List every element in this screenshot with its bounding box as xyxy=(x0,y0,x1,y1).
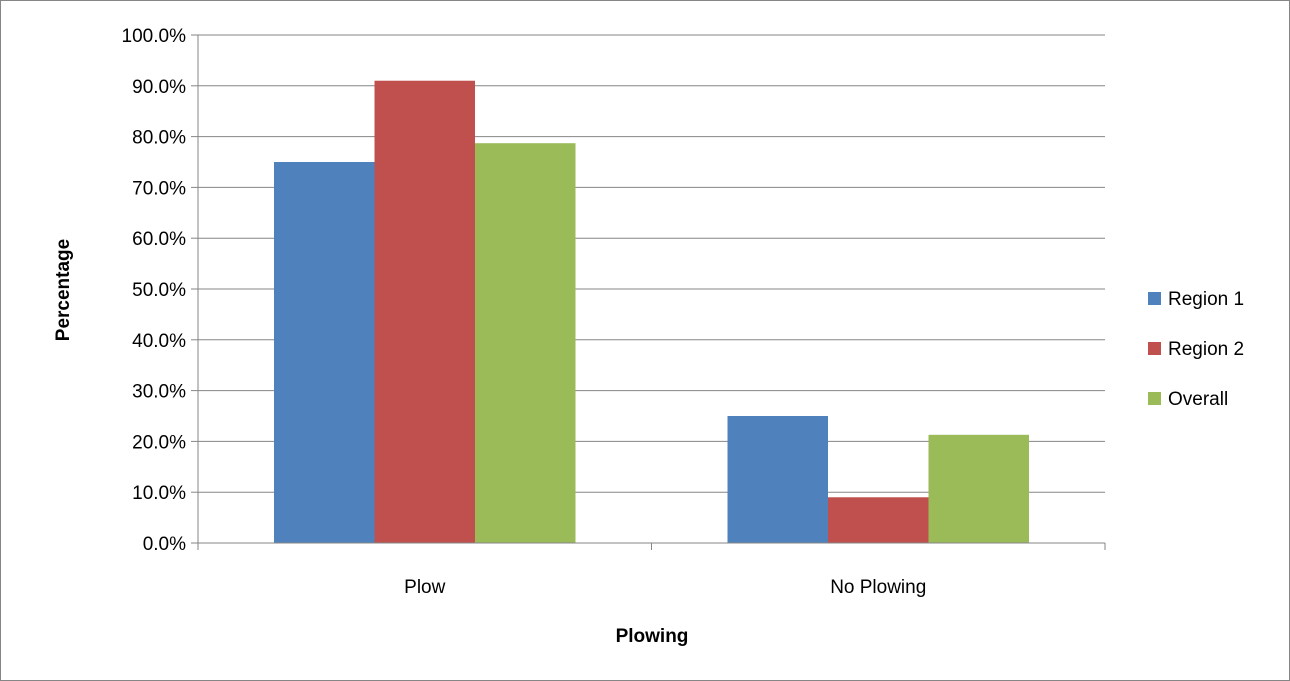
bar-region-1-no-plowing xyxy=(727,416,828,543)
legend-label: Region 2 xyxy=(1168,339,1244,360)
legend-swatch xyxy=(1148,342,1161,355)
legend-swatch xyxy=(1148,392,1161,405)
y-tick-label: 70.0% xyxy=(132,178,186,199)
y-tick-label: 60.0% xyxy=(132,229,186,250)
legend-label: Overall xyxy=(1168,389,1228,410)
axes xyxy=(197,35,1106,550)
y-tick-label: 10.0% xyxy=(132,483,186,504)
bar-region-2-no-plowing xyxy=(828,497,929,543)
bar-overall-no-plowing xyxy=(928,434,1029,543)
legend-swatch xyxy=(1148,292,1161,305)
bar-region-2-plow xyxy=(374,80,475,543)
y-tick-label: 0.0% xyxy=(143,534,186,555)
y-tick-label: 30.0% xyxy=(132,382,186,403)
y-axis-title: Percentage xyxy=(53,239,74,341)
y-tick-label: 90.0% xyxy=(132,77,186,98)
legend: Region 1 Region 2 Overall xyxy=(1148,289,1244,410)
x-category-label: Plow xyxy=(404,577,445,598)
y-tick-label: 40.0% xyxy=(132,331,186,352)
y-tick-label: 80.0% xyxy=(132,128,186,149)
y-tick-label: 50.0% xyxy=(132,280,186,301)
y-tick-label: 100.0% xyxy=(122,26,187,47)
y-tick-labels: 0.0% 10.0% 20.0% 30.0% 40.0% 50.0% 60.0% 70.0% 8… xyxy=(122,26,187,555)
x-category-label: No Plowing xyxy=(830,577,926,598)
x-axis-title: Plowing xyxy=(616,626,689,647)
legend-label: Region 1 xyxy=(1168,289,1244,310)
bar-overall-plow xyxy=(475,143,576,544)
x-category-labels: Plow No Plowing xyxy=(404,577,926,598)
y-tick-label: 20.0% xyxy=(132,432,186,453)
bars xyxy=(274,80,1029,544)
bar-region-1-plow xyxy=(274,162,375,543)
